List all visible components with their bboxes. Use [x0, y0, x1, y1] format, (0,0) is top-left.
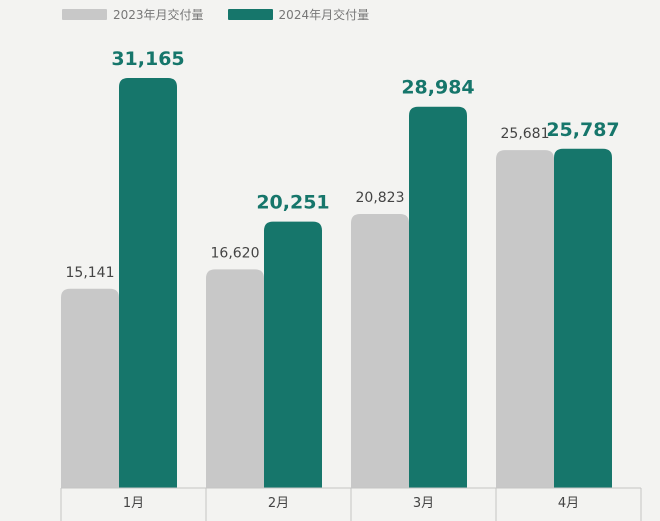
data-label-2023-3: 20,823: [356, 190, 405, 206]
legend-label-2024: 2024年月交付量: [278, 7, 370, 22]
x-tick-label-2: 2月: [268, 496, 289, 511]
bar-2023-1: [61, 288, 119, 488]
data-label-2023-4: 25,681: [501, 126, 550, 142]
legend-label-2023: 2023年月交付量: [113, 7, 204, 22]
x-tick-label-4: 4月: [558, 496, 579, 511]
data-label-2024-3: 28,984: [401, 77, 474, 99]
bar-2024-4: [554, 148, 612, 488]
bar-2024-1: [119, 78, 177, 488]
legend-item-2024: 2024年月交付量: [227, 6, 370, 23]
data-label-2024-2: 20,251: [256, 192, 329, 214]
chart-legend: 2023年月交付量 2024年月交付量: [62, 5, 393, 23]
data-label-2024-1: 31,165: [111, 48, 184, 70]
data-label-2023-1: 15,141: [66, 265, 115, 281]
data-label-2024-4: 25,787: [546, 119, 619, 141]
bar-2023-2: [206, 269, 264, 488]
bar-2024-2: [264, 221, 322, 489]
bar-2024-3: [409, 106, 467, 489]
x-tick-label-3: 3月: [413, 496, 434, 511]
bar-2023-4: [496, 150, 554, 489]
legend-item-2023: 2023年月交付量: [62, 6, 204, 23]
bar-2023-3: [351, 214, 409, 488]
x-tick-label-1: 1月: [123, 496, 144, 511]
data-label-2023-2: 16,620: [211, 245, 260, 261]
legend-swatch-2024: [227, 8, 273, 20]
legend-swatch-2023: [62, 8, 107, 20]
